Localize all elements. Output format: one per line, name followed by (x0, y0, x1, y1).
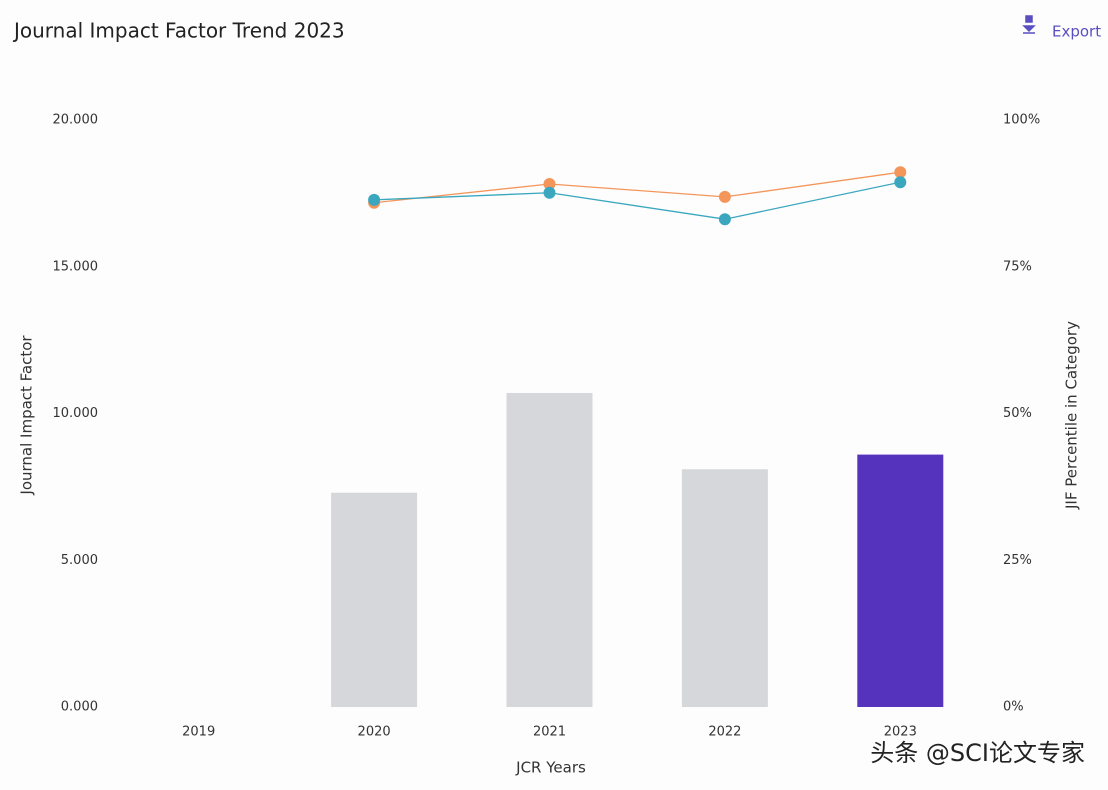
y2-tick-label: 100% (1003, 113, 1040, 128)
bar (681, 469, 768, 707)
point (543, 177, 556, 190)
watermark: 头条 @SCI论文专家 (870, 739, 1085, 767)
bar (331, 492, 418, 707)
x-tick-label: 2020 (358, 725, 391, 740)
x-tick-label: 2022 (708, 725, 741, 740)
point (718, 213, 731, 226)
line (374, 171, 901, 204)
point (894, 176, 907, 189)
bar (506, 392, 593, 707)
y2-tick-label: 0% (1003, 700, 1024, 715)
x-tick-label: 2019 (182, 725, 215, 740)
y2-tick-label: 50% (1003, 406, 1032, 421)
point (543, 186, 556, 199)
bar (857, 454, 944, 707)
y2-tick-label: 75% (1003, 259, 1032, 274)
point (894, 166, 907, 179)
chart-title: Journal Impact Factor Trend 2023 (12, 19, 345, 43)
export-label[interactable]: Export (1052, 23, 1101, 41)
export-icon (1022, 15, 1036, 34)
y2-tick-label: 25% (1003, 553, 1032, 568)
y-axis-title: Journal Impact Factor (18, 335, 36, 496)
y-tick-label: 5.000 (61, 553, 98, 568)
point (718, 190, 731, 203)
y-tick-label: 20.000 (53, 113, 99, 128)
x-tick-label: 2021 (533, 725, 566, 740)
line (374, 181, 901, 220)
y2-axis-title: JIF Percentile in Category (1063, 321, 1081, 510)
export-button[interactable]: Export (1022, 15, 1101, 41)
x-axis-title: JCR Years (515, 759, 586, 777)
y-tick-label: 15.000 (53, 259, 99, 274)
y-tick-label: 0.000 (61, 700, 98, 715)
y-tick-label: 10.000 (53, 406, 99, 421)
point (368, 193, 381, 206)
x-tick-label: 2023 (884, 725, 917, 740)
